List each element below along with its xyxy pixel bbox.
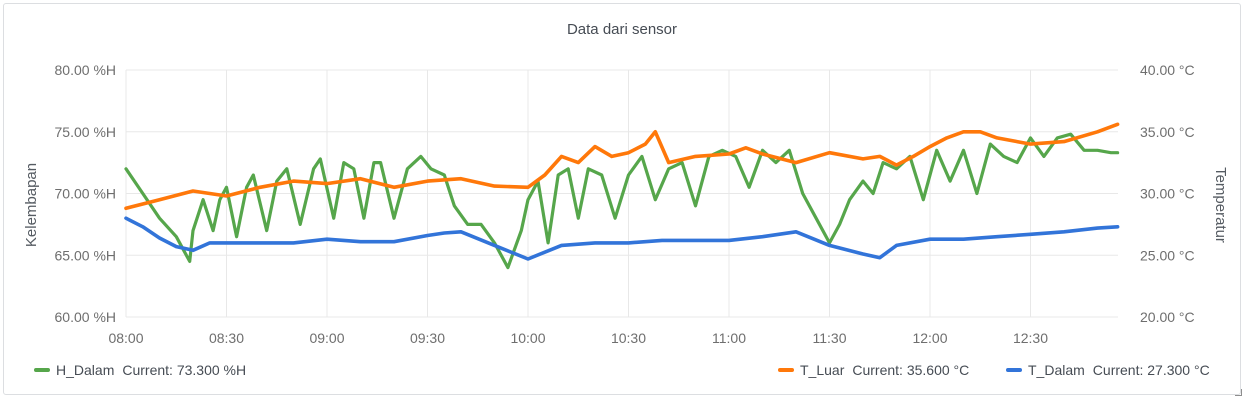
y-left-tick-label: 65.00 %H: [55, 247, 116, 263]
y-left-tick-label: 75.00 %H: [55, 124, 116, 140]
y-right-axis-label: Temperatur: [1212, 167, 1229, 243]
x-tick-labels: 08:00 08:30 09:00 09:30 10:00 10:30 11:00 11:30…: [108, 330, 1048, 346]
x-tick-label: 08:00: [108, 330, 143, 346]
series-line-h-dalam: [124, 132, 1120, 270]
series-line-t-dalam: [124, 216, 1120, 261]
legend-current-value: Current: 35.600 °C: [852, 362, 970, 378]
legend-item-h-dalam[interactable]: H_Dalam Current: 73.300 %H: [34, 362, 246, 378]
legend-swatch: [778, 368, 794, 372]
y-right-tick-label: 30.00 °C: [1140, 186, 1195, 202]
x-tick-label: 08:30: [209, 330, 244, 346]
y-right-tick-labels: 40.00 °C 35.00 °C 30.00 °C 25.00 °C 20.00 °C: [1140, 62, 1195, 325]
y-left-tick-labels: 80.00 %H 75.00 %H 70.00 %H 65.00 %H 60.00 %H: [55, 62, 116, 325]
y-left-tick-label: 70.00 %H: [55, 186, 116, 202]
series-lines: [124, 122, 1120, 270]
legend-series-name: T_Luar: [800, 362, 845, 378]
y-right-tick-label: 35.00 °C: [1140, 124, 1195, 140]
x-tick-label: 10:30: [611, 330, 646, 346]
x-tick-label: 12:00: [912, 330, 947, 346]
y-left-tick-label: 60.00 %H: [55, 309, 116, 325]
x-tick-label: 09:00: [309, 330, 344, 346]
y-right-tick-label: 25.00 °C: [1140, 247, 1195, 263]
y-right-tick-label: 40.00 °C: [1140, 62, 1195, 78]
legend-series-name: H_Dalam: [56, 362, 115, 378]
legend-swatch: [34, 368, 50, 372]
x-tick-label: 10:00: [510, 330, 545, 346]
x-tick-label: 11:30: [813, 330, 847, 346]
resize-handle-icon[interactable]: [1235, 389, 1242, 396]
series-line-t-luar: [124, 122, 1120, 211]
legend-current-value: Current: 73.300 %H: [122, 362, 247, 378]
legend-swatch: [1006, 368, 1022, 372]
chart-title: Data dari sensor: [566, 21, 678, 38]
legend-item-t-luar[interactable]: T_Luar Current: 35.600 °C: [778, 362, 969, 378]
x-tick-label: 11:00: [712, 330, 746, 346]
legend-series-name: T_Dalam: [1028, 362, 1085, 378]
y-left-tick-label: 80.00 %H: [55, 62, 116, 78]
legend-current-value: Current: 27.300 °C: [1092, 362, 1210, 378]
x-tick-label: 09:30: [410, 330, 445, 346]
y-left-axis-label: Kelembapan: [23, 163, 40, 247]
x-tick-label: 12:30: [1013, 330, 1048, 346]
legend-item-t-dalam[interactable]: T_Dalam Current: 27.300 °C: [1006, 362, 1210, 378]
y-right-tick-label: 20.00 °C: [1140, 309, 1195, 325]
